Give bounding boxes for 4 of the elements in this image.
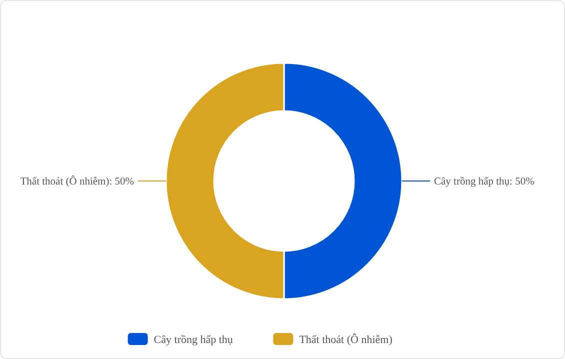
data-label: Thất thoát (Ô nhiễm): 50%	[20, 174, 134, 188]
legend-label: Cây trồng hấp thụ	[154, 334, 234, 346]
data-label: Cây trồng hấp thụ: 50%	[434, 176, 535, 188]
legend-label: Thất thoát (Ô nhiễm)	[299, 332, 393, 346]
